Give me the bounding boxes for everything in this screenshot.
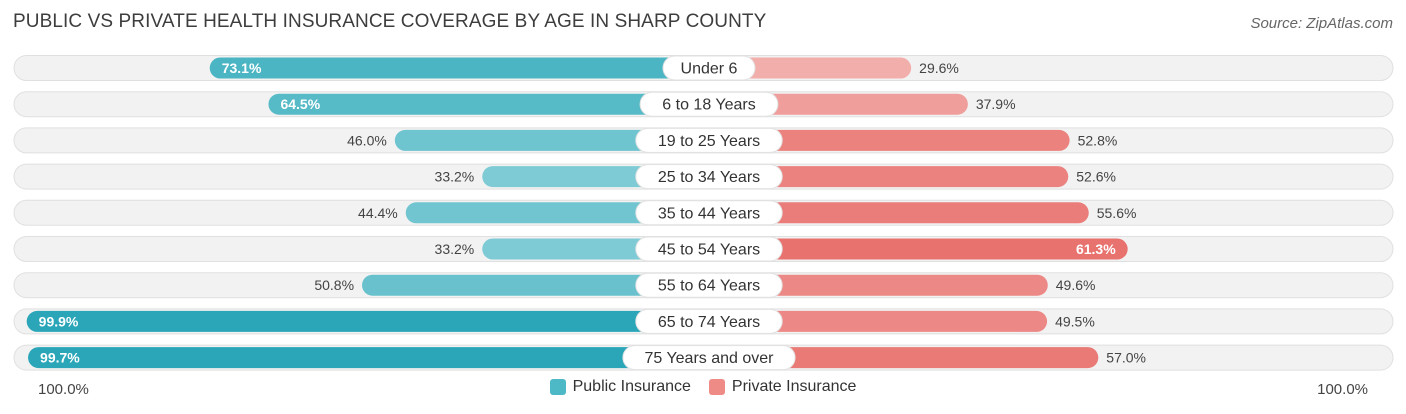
public-bar [268,93,721,115]
category-pill [639,91,779,117]
category-pill [635,236,783,262]
category-pill [635,200,783,226]
private-bar [697,129,1070,151]
legend-item-private: Private Insurance [708,378,857,396]
private-value-label: 37.9% [976,96,1016,112]
legend: Public Insurance Private Insurance [0,378,1406,396]
public-bar [209,57,722,79]
legend-swatch-public [549,379,566,395]
category-label: 55 to 64 Years [658,278,760,295]
category-label: 6 to 18 Years [662,97,755,114]
private-value-label: 49.5% [1055,313,1095,329]
public-bar [362,274,721,296]
legend-swatch-private [708,379,725,395]
category-label: 75 Years and over [645,350,775,367]
public-value-label: 73.1% [222,60,262,76]
axis-left-label: 100.0% [38,381,89,398]
category-label: 25 to 34 Years [658,169,760,186]
private-value-label: 52.8% [1078,132,1118,148]
private-value-label: 55.6% [1097,205,1137,221]
category-label: Under 6 [681,61,738,78]
public-bar [26,310,722,332]
chart-title: PUBLIC VS PRIVATE HEALTH INSURANCE COVER… [13,11,767,32]
category-label: 45 to 54 Years [658,242,760,259]
private-value-label: 49.6% [1056,277,1096,293]
public-value-label: 44.4% [358,205,398,221]
public-value-label: 64.5% [280,96,320,112]
public-value-label: 99.9% [39,313,79,329]
private-bar [697,274,1048,296]
category-pill [635,127,783,153]
category-label: 19 to 25 Years [658,133,760,150]
private-bar [697,347,1099,369]
public-bar [28,347,721,369]
private-value-label: 61.3% [1076,241,1116,257]
public-value-label: 33.2% [435,169,475,185]
legend-label-private: Private Insurance [731,378,857,395]
private-bar [697,166,1069,188]
legend-label-public: Public Insurance [572,378,691,395]
public-value-label: 99.7% [40,350,80,366]
public-value-label: 50.8% [314,277,354,293]
private-value-label: 29.6% [919,60,959,76]
legend-item-public: Public Insurance [549,378,691,396]
source-label: Source: ZipAtlas.com [1250,15,1393,32]
axis-right-label: 100.0% [1317,381,1368,398]
category-label: 35 to 44 Years [658,205,760,222]
private-bar [697,202,1089,224]
category-pill [662,55,756,81]
category-pill [635,272,783,298]
category-pill [635,308,783,334]
public-value-label: 46.0% [347,132,387,148]
private-value-label: 57.0% [1106,350,1146,366]
public-value-label: 33.2% [435,241,475,257]
category-label: 65 to 74 Years [658,314,760,331]
category-pill [622,345,796,371]
private-value-label: 52.6% [1076,169,1116,185]
private-bar [697,310,1048,332]
category-pill [635,164,783,190]
private-bar [697,238,1128,260]
